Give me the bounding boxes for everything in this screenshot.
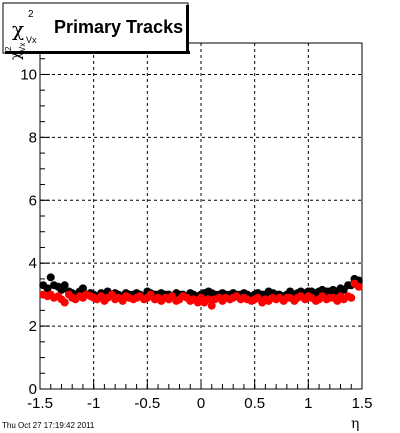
y-tick-label: 2: [29, 318, 37, 335]
title-symbol-sup: 2: [28, 9, 34, 20]
title-box: χ 2 Vx Primary Tracks: [2, 2, 190, 54]
data-point-black: [43, 284, 52, 293]
y-tick-label: 6: [29, 192, 37, 209]
x-tick-label: 1.5: [352, 395, 373, 412]
y-axis-ticks: [40, 42, 50, 390]
data-point-black: [46, 273, 55, 282]
x-tick-label: -1: [87, 395, 100, 412]
title-symbol-sub: Vx: [26, 35, 37, 45]
data-point-red: [207, 301, 216, 310]
x-tick-label: 0.5: [244, 395, 265, 412]
x-tick-label: 0: [197, 395, 205, 412]
y-axis-label-sup: 2: [4, 46, 13, 51]
x-axis-ticks: [39, 379, 363, 389]
y-tick-labels: 0 2 4 6 8 10: [20, 66, 37, 398]
footer-timestamp: Thu Oct 27 17:19:42 2011: [2, 421, 95, 430]
x-tick-labels: -1.5 -1 -0.5 0 0.5 1 1.5: [27, 395, 372, 412]
data-point-black: [60, 281, 69, 290]
data-point-red: [60, 298, 69, 307]
y-tick-label: 0: [29, 381, 37, 398]
y-axis-label-symbol: χ: [8, 51, 24, 60]
data-point-red: [354, 282, 363, 291]
data-point-red: [347, 293, 356, 302]
x-tick-label: -0.5: [134, 395, 160, 412]
data-point-red: [204, 295, 213, 304]
data-points: [39, 273, 363, 310]
title-symbol: χ: [12, 17, 24, 41]
chart-title: Primary Tracks: [54, 17, 183, 37]
data-point-black: [78, 284, 87, 293]
x-axis-label: η: [351, 416, 359, 432]
x-tick-label: -1.5: [27, 395, 53, 412]
x-grid: [93, 43, 309, 389]
y-axis-label: χ 2 Vx: [4, 43, 27, 60]
y-tick-label: 10: [20, 66, 37, 83]
y-tick-label: 8: [29, 129, 37, 146]
y-axis-label-sub: Vx: [18, 43, 27, 52]
x-tick-label: 1: [304, 395, 312, 412]
y-tick-label: 4: [29, 255, 37, 272]
